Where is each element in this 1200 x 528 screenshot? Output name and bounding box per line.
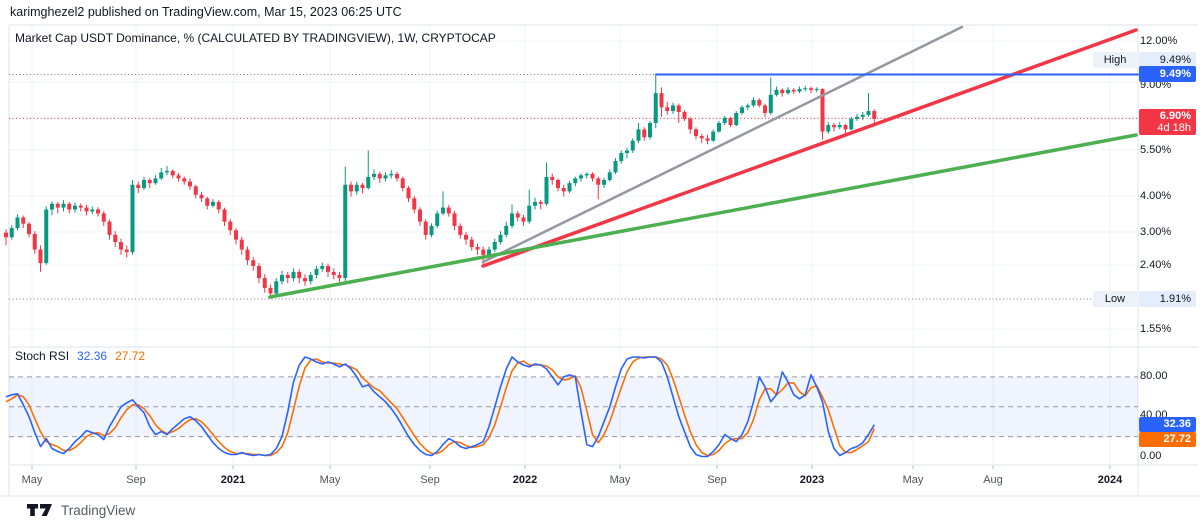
low-value: 1.91% — [1139, 291, 1196, 307]
tradingview-branding[interactable]: TradingView — [27, 502, 135, 518]
axis-price-label: 9.00% — [1140, 79, 1172, 91]
tradingview-logo-icon — [27, 504, 52, 516]
axis-price-label: 3.00% — [1140, 226, 1172, 238]
axis-time-label: May — [609, 474, 631, 486]
axis-time-label: May — [902, 474, 924, 486]
axis-time-label: 2024 — [1097, 474, 1123, 486]
low-label: Low — [1093, 291, 1137, 307]
stoch-rsi-label: Stoch RSI — [15, 349, 70, 363]
stoch-d-badge: 27.72 — [1139, 432, 1196, 447]
axis-price-label: 0.00 — [1140, 450, 1162, 462]
axis-time-label: 2021 — [220, 474, 246, 486]
axis-price-label: 5.50% — [1140, 144, 1172, 156]
axis-time-label: May — [21, 474, 43, 486]
axis-price-label: 80.00 — [1140, 370, 1168, 382]
line-price-badge: 9.49% — [1139, 66, 1196, 82]
stoch-rsi-header: Stoch RSI 32.36 27.72 — [15, 349, 145, 363]
axis-price-label: 2.40% — [1140, 259, 1172, 271]
axis-price-label: 12.00% — [1140, 35, 1178, 47]
axis-time-label: 2022 — [512, 474, 538, 486]
stoch-d-value: 27.72 — [115, 349, 146, 363]
axis-time-label: Aug — [983, 474, 1003, 486]
axis-time-label: 2023 — [799, 474, 825, 486]
last-price-badge: 6.90% 4d 18h — [1139, 109, 1196, 135]
attribution-text: karimghezel2 published on TradingView.co… — [10, 5, 402, 19]
axis-time-label: Sep — [420, 474, 440, 486]
axis-time-label: Sep — [707, 474, 727, 486]
tradingview-brand-text[interactable]: TradingView — [61, 502, 136, 518]
high-value: 9.49% — [1139, 52, 1196, 68]
chart-title: Market Cap USDT Dominance, % (CALCULATED… — [15, 31, 496, 45]
axis-price-label: 1.55% — [1140, 323, 1172, 335]
high-label: High — [1093, 52, 1137, 68]
axis-price-label: 4.00% — [1140, 190, 1172, 202]
bar-countdown: 4d 18h — [1157, 122, 1191, 134]
stoch-k-value: 32.36 — [77, 349, 108, 363]
stoch-k-badge: 32.36 — [1139, 417, 1196, 432]
axis-time-label: May — [319, 474, 341, 486]
axis-time-label: Sep — [126, 474, 146, 486]
last-price-value: 6.90% — [1159, 110, 1191, 122]
